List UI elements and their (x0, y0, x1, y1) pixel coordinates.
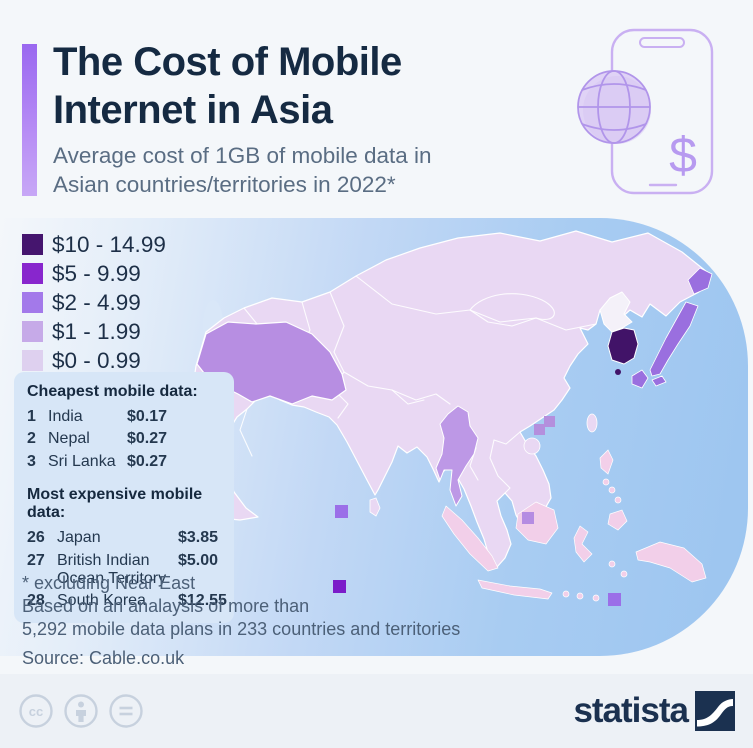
rank-number: 27 (27, 551, 45, 569)
phone-globe-illustration: $ (577, 28, 714, 195)
legend-label: $2 - 4.99 (52, 289, 141, 315)
license-icons[interactable]: cc (18, 693, 144, 729)
dollar-sign: $ (669, 127, 697, 183)
page-title: The Cost of Mobile Internet in Asia (53, 38, 402, 134)
title-accent-bar (22, 44, 37, 196)
hainan-island (523, 437, 541, 455)
svg-text:cc: cc (29, 704, 43, 719)
marker-maldives (335, 505, 348, 518)
marker-british-indian-ocean-territory (333, 580, 346, 593)
source-line: Source: Cable.co.uk (22, 648, 185, 668)
rankings-box: Cheapest mobile data: 1 India $0.17 2 Ne… (14, 372, 234, 623)
legend-swatch (22, 321, 43, 342)
creative-commons-icon[interactable]: cc (18, 693, 54, 729)
footnote-line-1: * excluding Near East (22, 573, 196, 593)
country-japan (631, 267, 713, 389)
country-iran (196, 321, 347, 405)
rank-country: Nepal (48, 430, 90, 448)
legend-swatch (22, 263, 43, 284)
title-line-2: Internet in Asia (53, 88, 333, 132)
rank-value: $0.17 (127, 408, 168, 425)
price-legend: $10 - 14.99 $5 - 9.99 $2 - 4.99 $1 - 1.9… (22, 230, 166, 375)
marker-macau (534, 424, 545, 435)
rank-country: Japan (57, 529, 101, 547)
footnote-line-2: Based on an analaysis of more than (22, 596, 310, 616)
footnotes: * excluding Near East Based on an analay… (22, 572, 460, 670)
rank-value: $0.27 (127, 452, 168, 470)
country-north-korea (599, 291, 633, 333)
footnote-line-3: 5,292 mobile data plans in 233 countries… (22, 619, 461, 639)
cheapest-title: Cheapest mobile data: (27, 383, 198, 400)
asia-map (185, 230, 713, 606)
rank-value: $5.00 (178, 551, 219, 569)
legend-swatch (22, 234, 43, 255)
rank-value: $0.27 (127, 430, 168, 448)
subtitle-line-1: Average cost of 1GB of mobile data in (53, 143, 432, 168)
country-borders (215, 275, 597, 494)
marker-brunei (522, 512, 534, 524)
statista-logo[interactable]: statista (573, 691, 735, 731)
statista-logo-mark (695, 691, 735, 731)
statista-logo-text: statista (573, 691, 689, 730)
country-taiwan (586, 413, 598, 433)
cheapest-table: 1 India $0.17 2 Nepal $0.27 3 Sri Lanka … (27, 408, 222, 471)
page-subtitle: Average cost of 1GB of mobile data in As… (53, 141, 432, 200)
country-myanmar (435, 405, 479, 507)
legend-row: $5 - 9.99 (22, 259, 166, 288)
legend-row: $2 - 4.99 (22, 288, 166, 317)
legend-label: $5 - 9.99 (52, 260, 141, 286)
legend-label: $10 - 14.99 (52, 231, 166, 257)
rank-country: India (48, 408, 83, 425)
legend-row: $0 - 0.99 (22, 346, 166, 375)
legend-label: $1 - 1.99 (52, 318, 141, 344)
most-expensive-table: 26 Japan $3.85 27 British Indian Ocean T… (27, 529, 227, 611)
rank-number: 1 (27, 408, 36, 425)
rank-country: Sri Lanka (48, 452, 116, 470)
rank-value: $12.55 (178, 592, 227, 610)
indonesia-archipelago (441, 501, 707, 602)
no-derivatives-icon[interactable] (108, 693, 144, 729)
country-philippines (599, 449, 628, 531)
marker-hong-kong (544, 416, 555, 427)
footer-bar: cc statista (0, 674, 753, 748)
rank-number: 26 (27, 529, 45, 547)
attribution-icon[interactable] (63, 693, 99, 729)
rank-country: British Indian Ocean Territory (57, 551, 167, 587)
most-expensive-title: Most expensive mobile data: (27, 486, 203, 522)
rank-value: $3.85 (178, 529, 219, 547)
legend-swatch (22, 292, 43, 313)
legend-row: $10 - 14.99 (22, 230, 166, 259)
rank-number: 2 (27, 430, 36, 448)
jeju-island (615, 369, 621, 375)
legend-row: $1 - 1.99 (22, 317, 166, 346)
subtitle-line-2: Asian countries/territories in 2022* (53, 172, 396, 198)
legend-swatch (22, 350, 43, 371)
legend-label: $0 - 0.99 (52, 347, 141, 373)
globe-icon (577, 70, 651, 144)
rank-country: South Korea (57, 592, 146, 610)
rank-number: 28 (27, 592, 45, 610)
country-sri-lanka (369, 497, 381, 517)
country-south-korea (607, 327, 639, 365)
rank-number: 3 (27, 452, 36, 470)
phone-notch (639, 37, 685, 48)
marker-timor (608, 593, 621, 606)
title-line-1: The Cost of Mobile (53, 40, 402, 84)
